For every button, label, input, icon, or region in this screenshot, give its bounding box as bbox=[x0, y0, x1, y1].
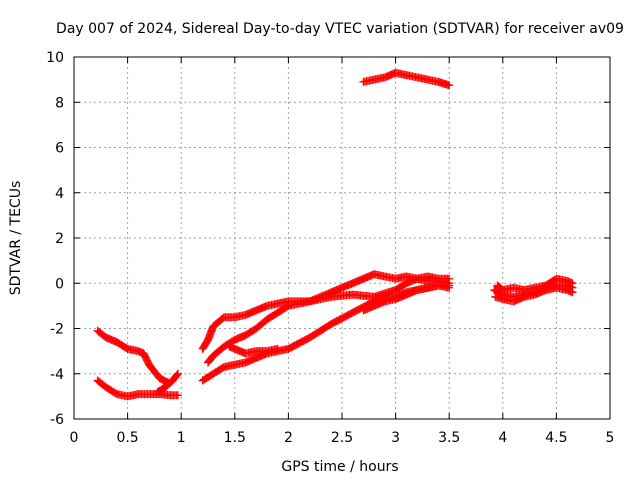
data-point bbox=[445, 283, 454, 292]
x-tick-label: 2 bbox=[284, 430, 293, 446]
x-tick-label: 2.5 bbox=[331, 430, 353, 446]
x-tick-label: 3.5 bbox=[438, 430, 460, 446]
data-points bbox=[93, 68, 577, 401]
x-tick-label: 4 bbox=[498, 430, 507, 446]
y-tick-label: 8 bbox=[55, 95, 64, 111]
y-tick-label: 2 bbox=[55, 231, 64, 247]
y-tick-label: -6 bbox=[50, 412, 64, 428]
x-tick-label: 0.5 bbox=[116, 430, 138, 446]
series-arc-9 bbox=[359, 68, 454, 90]
x-tick-label: 3 bbox=[391, 430, 400, 446]
data-point bbox=[445, 81, 454, 90]
y-tick-label: 6 bbox=[55, 141, 64, 157]
series-arc-2 bbox=[93, 376, 182, 401]
data-point bbox=[568, 279, 577, 288]
data-point bbox=[173, 369, 182, 378]
x-tick-label: 1 bbox=[177, 430, 186, 446]
x-tick-label: 5 bbox=[606, 430, 615, 446]
data-point bbox=[568, 288, 577, 297]
y-tick-label: 10 bbox=[46, 50, 64, 66]
plot-frame bbox=[73, 56, 611, 420]
x-tick-label: 4.5 bbox=[545, 430, 567, 446]
y-tick-label: -4 bbox=[50, 367, 64, 383]
data-point bbox=[445, 274, 454, 283]
y-tick-label: -2 bbox=[50, 322, 64, 338]
y-axis-label: SDTVAR / TECUs bbox=[8, 181, 24, 296]
x-tick-label: 0 bbox=[70, 430, 79, 446]
series-arc-8 bbox=[359, 281, 454, 315]
grid-lines bbox=[74, 57, 610, 419]
x-tick-labels: 0 0.5 1 1.5 2 2.5 3 3.5 4 4.5 5 bbox=[70, 430, 615, 446]
chart-title: Day 007 of 2024, Sidereal Day-to-day VTE… bbox=[56, 21, 624, 37]
series-arc-1 bbox=[93, 326, 173, 387]
series-arc-12 bbox=[491, 283, 577, 306]
x-axis-label: GPS time / hours bbox=[281, 459, 398, 475]
x-tick-label: 1.5 bbox=[224, 430, 246, 446]
series-arc-7 bbox=[225, 342, 282, 358]
series-arc-11 bbox=[493, 274, 577, 295]
y-tick-label: 4 bbox=[55, 186, 64, 202]
data-point bbox=[173, 391, 182, 400]
data-point bbox=[173, 370, 182, 379]
y-tick-label: 0 bbox=[55, 276, 64, 292]
y-tick-labels: -6 -4 -2 0 2 4 6 8 10 bbox=[46, 50, 64, 428]
series-arc-3 bbox=[153, 369, 182, 396]
series-arc-6 bbox=[204, 272, 454, 367]
data-point bbox=[273, 344, 282, 353]
